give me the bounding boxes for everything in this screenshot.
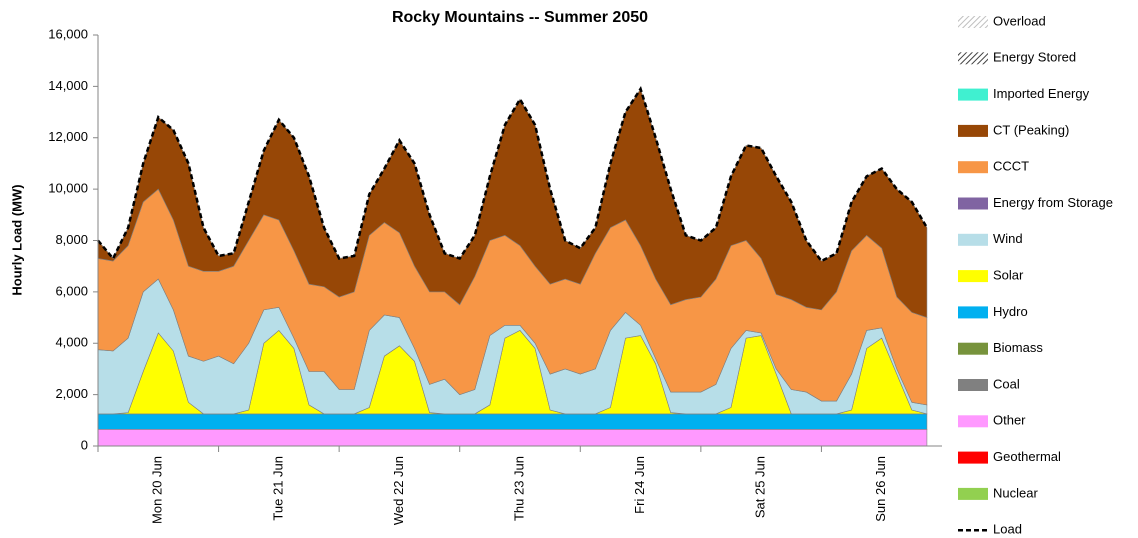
legend-label: Biomass [993,340,1043,355]
y-tick-label: 0 [81,437,88,452]
y-axis-label: Hourly Load (MW) [9,184,24,295]
legend-label: Imported Energy [993,86,1090,101]
y-tick-label: 2,000 [55,386,88,401]
x-tick-label: Wed 22 Jun [391,456,406,525]
area [97,413,928,430]
legend-label: Wind [993,231,1023,246]
legend-label: Geothermal [993,449,1061,464]
y-tick-label: 10,000 [48,181,88,196]
legend-swatch [958,342,988,355]
legend-label: Solar [993,268,1024,283]
legend-swatch [958,451,988,464]
legend-label: Overload [993,13,1046,28]
legend-swatch [958,270,988,283]
legend-label: CCCT [993,159,1029,174]
chart-title: Rocky Mountains -- Summer 2050 [392,9,648,26]
legend-swatch [958,415,988,428]
legend-label: Hydro [993,304,1028,319]
legend-label: Other [993,413,1026,428]
x-tick-label: Thu 23 Jun [511,456,526,521]
legend-swatch [958,124,988,137]
y-tick-label: 4,000 [55,335,88,350]
legend-label: Coal [993,376,1020,391]
y-tick-label: 8,000 [55,232,88,247]
area [97,88,928,318]
legend-swatch [958,88,988,101]
x-tick-label: Mon 20 Jun [150,456,165,524]
legend-label: Energy from Storage [993,195,1113,210]
legend-label: Energy Stored [993,50,1076,65]
legend-swatch [958,233,988,246]
plot-area [97,86,929,447]
load-line [97,86,929,263]
y-tick-label: 14,000 [48,78,88,93]
legend-swatch [958,197,988,210]
legend-swatch [958,487,988,500]
y-tick-label: 16,000 [48,26,88,41]
legend-swatch [958,161,988,174]
x-tick-label: Sat 25 Jun [753,456,768,518]
area [97,429,928,447]
x-tick-label: Tue 21 Jun [270,456,285,521]
legend-swatch [958,379,988,391]
legend-swatch [958,16,988,28]
legend-swatch [958,52,988,65]
legend-label: CT (Peaking) [993,122,1069,137]
legend-label: Load [993,522,1022,537]
x-tick-label: Sun 26 Jun [873,456,888,522]
legend-label: Nuclear [993,485,1038,500]
y-tick-label: 6,000 [55,283,88,298]
legend-swatch [958,306,988,319]
x-tick-label: Fri 24 Jun [632,456,647,514]
y-tick-label: 12,000 [48,129,88,144]
